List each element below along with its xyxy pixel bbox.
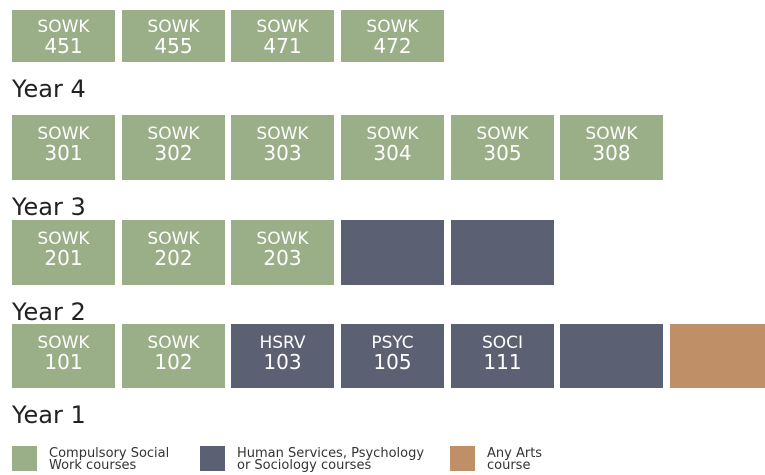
course-box: SOWK 472 bbox=[341, 10, 444, 62]
course-box bbox=[670, 324, 765, 388]
legend-line: Work courses bbox=[49, 458, 137, 473]
course-subject: SOWK bbox=[37, 229, 90, 249]
course-subject: SOWK bbox=[585, 124, 638, 144]
course-box: SOWK 308 bbox=[560, 115, 663, 180]
course-number: 302 bbox=[154, 141, 193, 165]
course-box: SOWK 201 bbox=[12, 220, 115, 285]
course-number: 471 bbox=[263, 34, 302, 58]
year-label: Year 1 bbox=[12, 401, 86, 429]
course-subject: SOWK bbox=[147, 229, 200, 249]
course-number: 451 bbox=[44, 34, 83, 58]
course-subject: SOWK bbox=[147, 333, 200, 353]
course-number: 472 bbox=[373, 34, 412, 58]
legend-swatch bbox=[12, 446, 37, 471]
course-subject: SOWK bbox=[476, 124, 529, 144]
course-subject: SOWK bbox=[37, 124, 90, 144]
year-label: Year 2 bbox=[12, 298, 86, 326]
course-box: SOWK 302 bbox=[122, 115, 225, 180]
course-box: SOWK 303 bbox=[231, 115, 334, 180]
course-subject: SOCI bbox=[481, 333, 524, 353]
course-subject: SOWK bbox=[366, 124, 419, 144]
course-box: SOWK 301 bbox=[12, 115, 115, 180]
legend-line: Human Services, Psychology bbox=[237, 446, 425, 461]
legend-swatch bbox=[450, 446, 475, 471]
course-box: SOWK 304 bbox=[341, 115, 444, 180]
legend-line: Any Arts bbox=[487, 446, 543, 461]
course-box bbox=[451, 220, 554, 285]
course-subject: SOWK bbox=[147, 17, 200, 37]
course-number: 102 bbox=[154, 350, 193, 374]
course-number: 304 bbox=[373, 141, 412, 165]
course-box: SOWK 102 bbox=[122, 324, 225, 388]
course-number: 111 bbox=[483, 350, 522, 374]
course-number: 101 bbox=[44, 350, 83, 374]
course-subject: SOWK bbox=[256, 17, 309, 37]
course-number: 455 bbox=[154, 34, 193, 58]
course-subject: SOWK bbox=[37, 17, 90, 37]
course-box bbox=[341, 220, 444, 285]
course-subject: SOWK bbox=[37, 333, 90, 353]
course-subject: SOWK bbox=[256, 229, 309, 249]
course-number: 305 bbox=[483, 141, 522, 165]
legend-swatch bbox=[200, 446, 225, 471]
course-box: PSYC 105 bbox=[341, 324, 444, 388]
course-number: 203 bbox=[263, 246, 302, 270]
course-box: SOWK 203 bbox=[231, 220, 334, 285]
course-box: SOWK 455 bbox=[122, 10, 225, 62]
legend-text: Human Services, Psychology or Sociology c… bbox=[237, 446, 425, 473]
year-label: Year 3 bbox=[12, 193, 86, 221]
legend-text: Compulsory Social Work courses bbox=[49, 446, 170, 473]
course-subject: SOWK bbox=[256, 124, 309, 144]
legend-text: Any Arts course bbox=[487, 446, 543, 473]
course-box: SOWK 101 bbox=[12, 324, 115, 388]
course-box: SOWK 471 bbox=[231, 10, 334, 62]
course-subject: SOWK bbox=[147, 124, 200, 144]
course-number: 103 bbox=[263, 350, 302, 374]
course-number: 201 bbox=[44, 246, 83, 270]
course-subject: SOWK bbox=[366, 17, 419, 37]
course-box: SOCI 111 bbox=[451, 324, 554, 388]
course-subject: PSYC bbox=[371, 333, 414, 353]
course-subject: HSRV bbox=[259, 333, 306, 353]
legend-line: course bbox=[487, 458, 531, 473]
course-number: 202 bbox=[154, 246, 193, 270]
course-box: HSRV 103 bbox=[231, 324, 334, 388]
course-box: SOWK 305 bbox=[451, 115, 554, 180]
course-box: SOWK 202 bbox=[122, 220, 225, 285]
course-number: 301 bbox=[44, 141, 83, 165]
course-number: 105 bbox=[373, 350, 412, 374]
course-number: 303 bbox=[263, 141, 302, 165]
course-box: SOWK 451 bbox=[12, 10, 115, 62]
course-number: 308 bbox=[592, 141, 631, 165]
legend-line: or Sociology courses bbox=[237, 458, 372, 473]
course-box bbox=[560, 324, 663, 388]
legend-line: Compulsory Social bbox=[49, 446, 170, 461]
year-label: Year 4 bbox=[12, 75, 86, 103]
